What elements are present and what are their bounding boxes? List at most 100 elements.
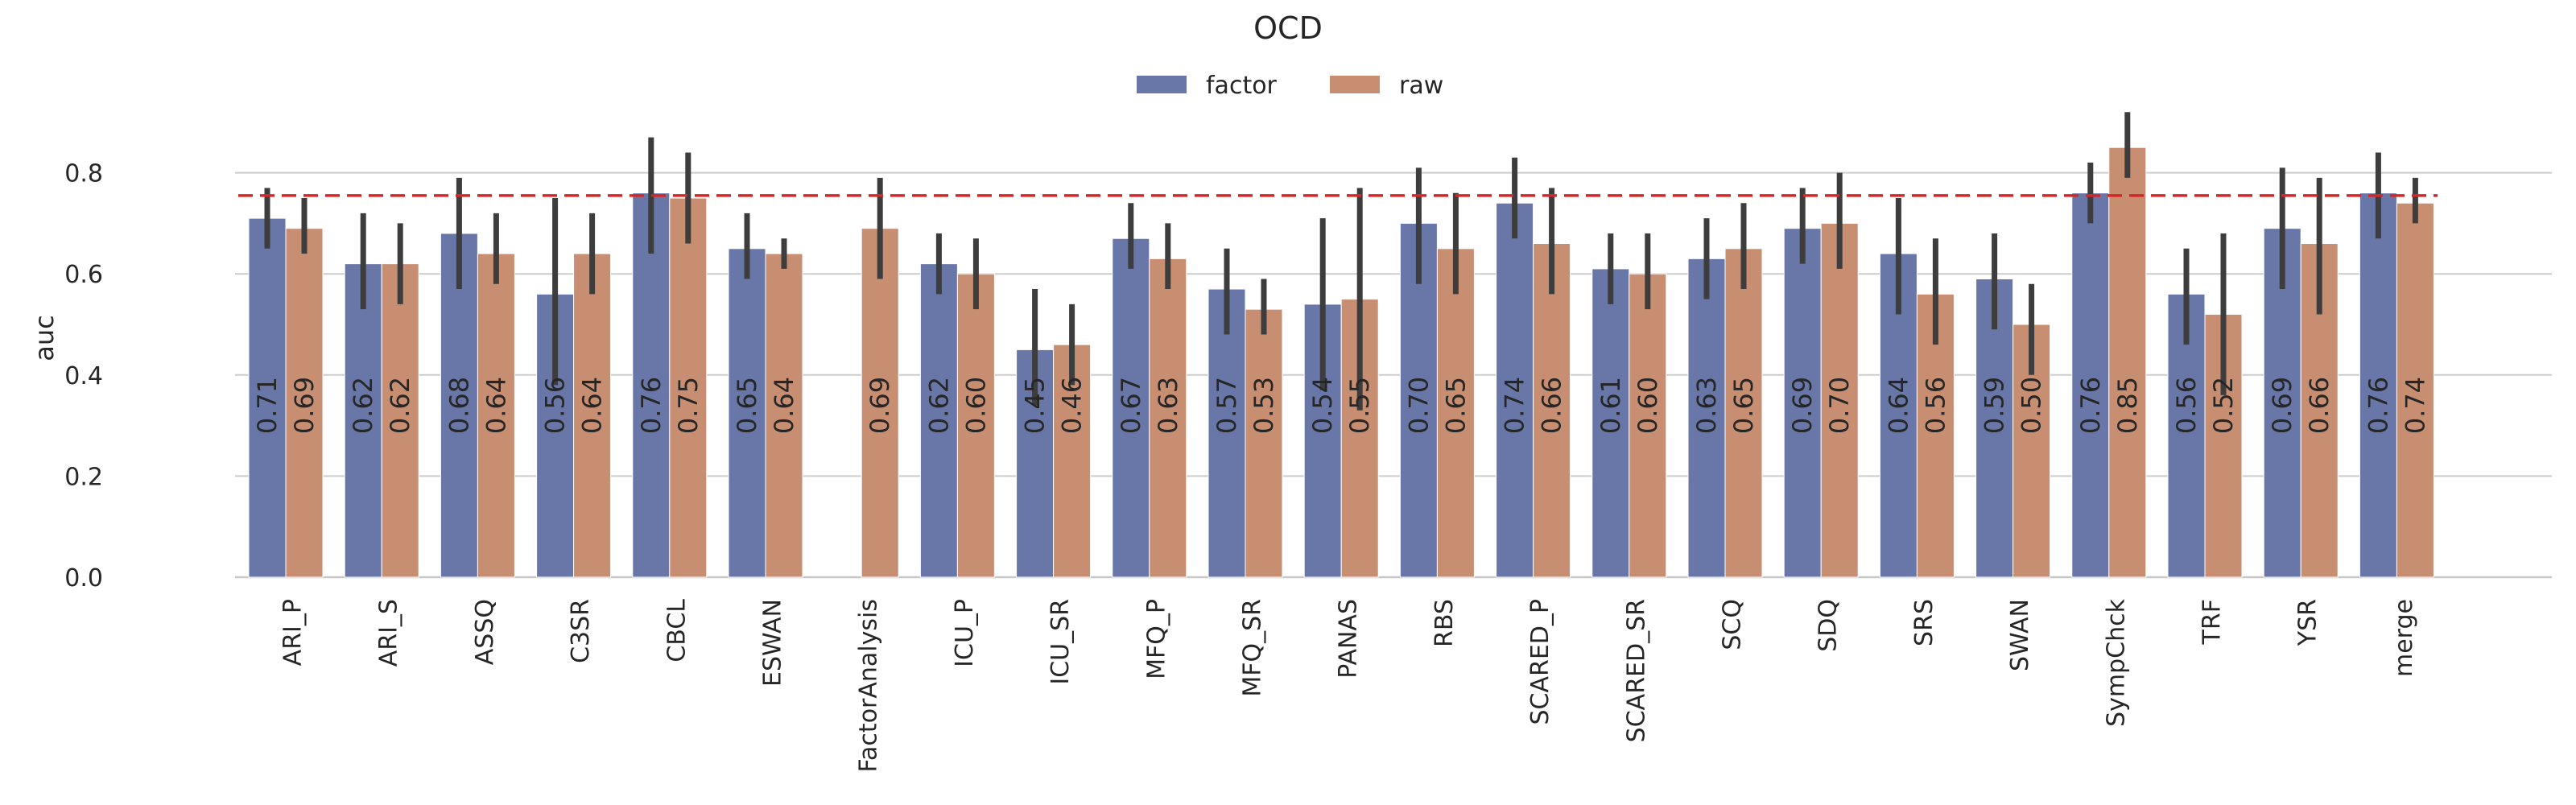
x-tick-label: PANAS: [1335, 599, 1363, 679]
x-tick-label: RBS: [1430, 599, 1459, 647]
value-label-raw-ARI_S: 0.62: [385, 377, 415, 434]
bar-raw-C3SR: [573, 253, 612, 578]
bar-raw-CBCL: [669, 197, 708, 578]
bar-factor-ESWAN: [728, 248, 766, 578]
x-tick-label: CBCL: [663, 599, 691, 663]
value-label-raw-merge: 0.74: [2400, 377, 2430, 434]
x-tick-label: ESWAN: [759, 599, 787, 687]
value-label-factor-CBCL: 0.76: [636, 377, 667, 434]
x-tick-label: SCARED_SR: [1622, 599, 1650, 742]
legend: factor raw: [1137, 72, 1443, 100]
value-label-factor-SWAN: 0.59: [1979, 377, 2010, 434]
y-axis-title: auc: [29, 315, 60, 361]
value-label-raw-ARI_P: 0.69: [289, 377, 320, 434]
y-tick-label: 0.4: [64, 362, 103, 390]
value-label-raw-RBS: 0.65: [1440, 377, 1471, 434]
bar-factor-CBCL: [632, 192, 671, 578]
value-label-factor-SRS: 0.64: [1883, 377, 1913, 434]
value-label-factor-ARI_S: 0.62: [348, 377, 378, 434]
value-labels: 0.71 0.69 0.62 0.62 0.68 0.64 0.56 0.64 0.76 0.75…: [252, 377, 2430, 434]
x-tick-label: SWAN: [2006, 599, 2034, 671]
x-tick-label: FactorAnalysis: [855, 599, 883, 772]
value-label-raw-CBCL: 0.75: [673, 377, 704, 434]
value-label-factor-SympChck: 0.76: [2075, 377, 2106, 434]
x-tick-label: C3SR: [567, 599, 595, 663]
value-label-raw-MFQ_P: 0.63: [1153, 377, 1183, 434]
x-tick-label: merge: [2390, 599, 2418, 677]
x-tick-label: SCARED_P: [1526, 599, 1554, 725]
x-tick-label: ASSQ: [471, 599, 499, 665]
bar-raw-ICU_P: [956, 273, 995, 578]
legend-swatch-factor: [1137, 76, 1187, 93]
value-label-factor-SCQ: 0.63: [1691, 377, 1722, 434]
bar-factor-ICU_P: [919, 263, 958, 578]
value-label-raw-C3SR: 0.64: [577, 377, 608, 434]
x-tick-label: SRS: [1910, 599, 1938, 646]
x-tick-label: YSR: [2294, 599, 2322, 646]
value-label-raw-FactorAnalysis: 0.69: [865, 377, 895, 434]
value-label-factor-TRF: 0.56: [2171, 377, 2202, 434]
y-tick-label: 0.0: [64, 564, 103, 592]
value-label-factor-C3SR: 0.56: [540, 377, 571, 434]
bar-raw-FactorAnalysis: [861, 228, 899, 578]
bar-raw-SCARED_P: [1533, 243, 1571, 578]
legend-label-raw: raw: [1399, 72, 1443, 100]
bar-raw-ARI_P: [285, 228, 324, 578]
value-label-raw-SympChck: 0.85: [2112, 377, 2143, 434]
value-label-raw-SCARED_P: 0.66: [1537, 377, 1567, 434]
legend-label-factor: factor: [1206, 72, 1278, 100]
value-label-raw-SWAN: 0.50: [2017, 377, 2047, 434]
y-tick-label: 0.8: [64, 160, 103, 188]
value-label-factor-ICU_SR: 0.45: [1020, 377, 1051, 434]
x-tick-label: ICU_SR: [1046, 599, 1075, 685]
value-label-factor-ICU_P: 0.62: [923, 377, 954, 434]
bar-factor-SCARED_SR: [1591, 268, 1630, 578]
value-label-raw-SRS: 0.56: [1920, 377, 1951, 434]
bar-raw-MFQ_P: [1149, 258, 1187, 578]
bar-factor-SCQ: [1687, 258, 1726, 578]
value-label-factor-ESWAN: 0.65: [732, 377, 762, 434]
bars: [248, 147, 2434, 578]
value-label-raw-ICU_P: 0.60: [960, 377, 991, 434]
value-label-factor-SDQ: 0.69: [1787, 377, 1818, 434]
bar-raw-SDQ: [1820, 222, 1859, 578]
value-label-raw-MFQ_SR: 0.53: [1249, 377, 1279, 434]
bar-raw-RBS: [1436, 248, 1475, 578]
x-tick-label: SympChck: [2102, 598, 2130, 727]
value-label-factor-MFQ_SR: 0.57: [1212, 377, 1242, 434]
bar-factor-ARI_P: [248, 217, 287, 578]
x-tick-label: ICU_P: [951, 599, 979, 667]
value-label-factor-merge: 0.76: [2363, 377, 2393, 434]
value-label-raw-ICU_SR: 0.46: [1057, 377, 1088, 434]
value-label-factor-RBS: 0.70: [1403, 377, 1434, 434]
value-label-factor-SCARED_SR: 0.61: [1596, 377, 1626, 434]
legend-swatch-raw: [1330, 76, 1380, 93]
y-tick-label: 0.6: [64, 261, 103, 289]
x-tick-label: SCQ: [1719, 599, 1747, 650]
value-label-raw-PANAS: 0.55: [1344, 377, 1375, 434]
x-tick-label: MFQ_P: [1142, 599, 1170, 679]
value-label-factor-MFQ_P: 0.67: [1116, 377, 1146, 434]
bar-raw-SCARED_SR: [1629, 273, 1667, 578]
value-label-raw-ESWAN: 0.64: [769, 377, 799, 434]
x-tick-label: TRF: [2198, 599, 2227, 645]
y-axis-ticks: 0.0 0.2 0.4 0.6 0.8: [64, 160, 103, 592]
bar-raw-ESWAN: [765, 253, 803, 578]
y-tick-label: 0.2: [64, 463, 103, 491]
value-label-raw-ASSQ: 0.64: [481, 377, 511, 434]
value-label-factor-PANAS: 0.54: [1307, 377, 1338, 434]
bar-factor-SCARED_P: [1496, 202, 1534, 578]
x-tick-label: ARI_P: [279, 599, 308, 666]
bar-raw-MFQ_SR: [1245, 308, 1283, 578]
value-label-raw-SCARED_SR: 0.60: [1633, 377, 1663, 434]
value-label-raw-SDQ: 0.70: [1824, 377, 1855, 434]
x-tick-label: SDQ: [1814, 599, 1843, 652]
value-label-raw-SCQ: 0.65: [1728, 377, 1759, 434]
value-label-factor-SCARED_P: 0.74: [1500, 377, 1530, 434]
bar-factor-MFQ_P: [1112, 237, 1150, 578]
value-label-raw-TRF: 0.52: [2208, 377, 2239, 434]
error-bars: [264, 112, 2418, 411]
chart-title: OCD: [1253, 10, 1323, 46]
